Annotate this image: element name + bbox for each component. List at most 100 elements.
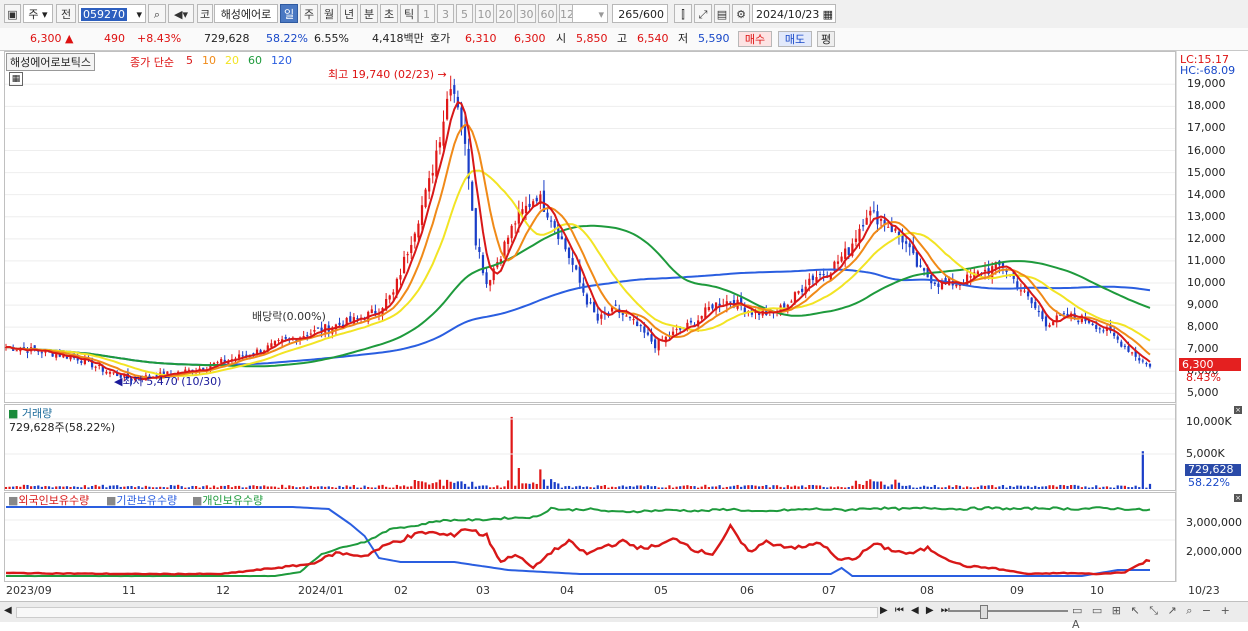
volume-bar: [8, 486, 11, 489]
holdings-legend-0[interactable]: ■외국인보유수량: [8, 494, 90, 507]
stock-name-field[interactable]: 해성에어로: [214, 4, 278, 23]
period-tab-0[interactable]: 일: [280, 4, 298, 23]
volume-bar: [765, 484, 768, 489]
volume-bar: [381, 484, 384, 489]
period-tab-2[interactable]: 월: [320, 4, 338, 23]
volume-bar: [532, 482, 535, 489]
layout-icon[interactable]: ▣: [4, 4, 21, 23]
period-tab-5[interactable]: 초: [380, 4, 398, 23]
calculator-icon[interactable]: ▦: [9, 72, 23, 86]
volume-ratio: 58.22%: [266, 32, 308, 45]
period-tab-6[interactable]: 틱: [400, 4, 418, 23]
volume-bar: [976, 486, 979, 489]
search-icon[interactable]: ⌕: [148, 4, 166, 23]
price-candle: [428, 178, 431, 192]
holdings-legend-1[interactable]: ■기관보유수량: [106, 494, 178, 507]
volume-bar: [202, 486, 205, 489]
gear-icon[interactable]: ⚙: [732, 4, 750, 23]
minute-option-4[interactable]: 20: [496, 4, 515, 23]
volume-bar: [435, 482, 438, 489]
volume-bar: [1026, 485, 1030, 489]
market-type-select[interactable]: 주 ▾: [23, 4, 53, 23]
minute-option-0[interactable]: 1: [418, 4, 435, 23]
scroll-track[interactable]: [16, 607, 878, 618]
volume-bar: [116, 485, 119, 489]
ma-legend-60[interactable]: 60: [248, 54, 262, 67]
price-candle: [4, 347, 8, 349]
volume-bar: [442, 485, 445, 489]
volume-bar: [87, 487, 90, 489]
price-candle: [564, 238, 567, 250]
volume-bar: [1109, 487, 1112, 489]
price-candle: [1066, 313, 1069, 317]
minute-option-3[interactable]: 10: [475, 4, 494, 23]
price-candle: [1026, 291, 1030, 297]
stock-legend-label[interactable]: 해성에어로보틱스: [6, 53, 95, 71]
date-field[interactable]: 2024/10/23 ▦: [752, 4, 836, 23]
candle-icon[interactable]: ⫿: [674, 4, 692, 23]
volume-bar: [1016, 485, 1019, 489]
avg-button[interactable]: 평: [817, 31, 835, 47]
prev-button[interactable]: 전: [56, 4, 76, 23]
price-candle: [704, 307, 707, 318]
price-candle: [252, 353, 255, 355]
calendar-icon[interactable]: ▦: [822, 8, 833, 21]
price-candle: [313, 329, 316, 332]
minute-option-2[interactable]: 5: [456, 4, 473, 23]
minute-option-5[interactable]: 30: [517, 4, 536, 23]
volume-bar: [51, 487, 54, 489]
volume-bar: [255, 485, 259, 489]
chevron-down-icon[interactable]: ▾: [136, 8, 142, 21]
volume-bar: [33, 486, 36, 489]
ma-legend-10[interactable]: 10: [202, 54, 216, 67]
sell-button[interactable]: 매도: [778, 31, 812, 47]
sound-icon[interactable]: ◀▾: [168, 4, 194, 23]
volume-bar: [345, 485, 348, 489]
volume-bar: [363, 485, 366, 489]
count-field[interactable]: 265/600: [612, 4, 668, 23]
holdings-legend-2[interactable]: ■개인보유수량: [192, 494, 264, 507]
scroll-nav-icons[interactable]: ▶ ⏮ ◀ ▶ ⏭: [880, 605, 952, 616]
volume-bar: [915, 487, 919, 489]
period-tab-1[interactable]: 주: [300, 4, 318, 23]
ma-legend-label[interactable]: 종가 단순: [130, 56, 174, 69]
price-candle: [133, 378, 137, 380]
stock-code-input[interactable]: 059270 ▾: [78, 4, 146, 23]
volume-bar: [126, 486, 130, 489]
volume-bar: [707, 487, 711, 489]
scroll-left-icon[interactable]: ◀: [4, 605, 12, 616]
price-candle: [431, 173, 434, 176]
price-candle: [1120, 341, 1123, 347]
ma-legend-5[interactable]: 5: [186, 54, 193, 67]
zoom-slider-handle[interactable]: [980, 605, 988, 619]
period-tab-4[interactable]: 분: [360, 4, 378, 23]
close-icon[interactable]: ×: [1234, 406, 1242, 414]
volume-bar: [26, 484, 29, 489]
minute-option-6[interactable]: 60: [538, 4, 557, 23]
close-icon[interactable]: ×: [1234, 494, 1242, 502]
price-candle: [442, 121, 445, 146]
price-candle: [671, 331, 675, 335]
ma-legend-20[interactable]: 20: [225, 54, 239, 67]
period-tab-3[interactable]: 년: [340, 4, 358, 23]
volume-bar: [517, 468, 520, 489]
buy-button[interactable]: 매수: [738, 31, 772, 47]
chart-scrollbar[interactable]: ◀ ▶ ⏮ ◀ ▶ ⏭ ▭ ▭ ⊞ ↖ ⤡ ↗ ⌕ − + A: [0, 601, 1248, 631]
price-candle: [786, 304, 789, 311]
draw-line-icon[interactable]: ⤢: [694, 4, 712, 23]
code-type-label[interactable]: 코: [197, 4, 213, 23]
unit-select[interactable]: ▾: [572, 4, 608, 23]
ma-legend-120[interactable]: 120: [271, 54, 292, 67]
volume-bar: [392, 487, 395, 489]
price-candle: [489, 280, 492, 286]
price-candle: [664, 336, 667, 343]
price-candle: [438, 142, 442, 148]
zoom-slider-track[interactable]: [948, 610, 1068, 612]
volume-bar: [940, 487, 944, 489]
price-candle: [227, 360, 230, 365]
volume-bar: [1120, 485, 1123, 489]
tool-icons[interactable]: ▭ ▭ ⊞ ↖ ⤡ ↗ ⌕ − + A: [1072, 604, 1233, 631]
minute-option-1[interactable]: 3: [437, 4, 454, 23]
save-icon[interactable]: ▤: [714, 4, 730, 23]
volume-bar: [894, 479, 897, 489]
